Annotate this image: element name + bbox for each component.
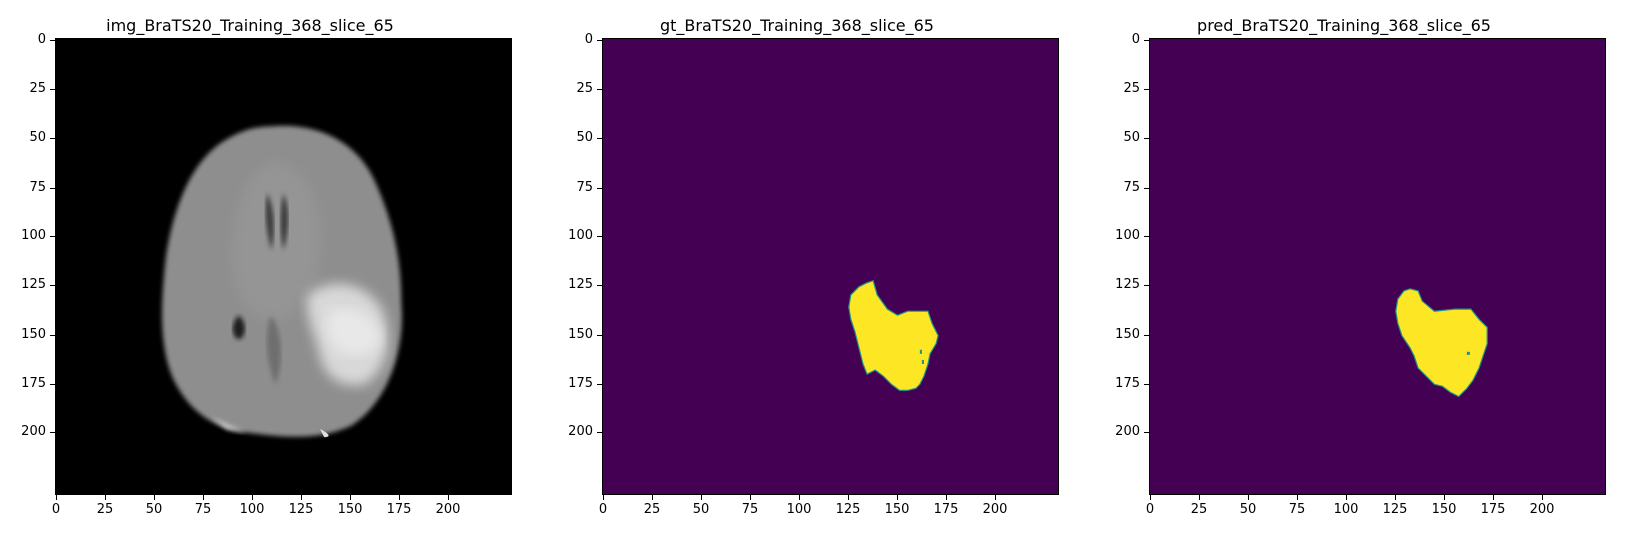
x-tick-label: 50: [681, 495, 721, 517]
y-tick-label: 25: [1094, 82, 1149, 96]
y-tick-label: 150: [1094, 328, 1149, 342]
panel-prediction: pred_BraTS20_Training_368_slice_65 0 25 …: [1094, 0, 1606, 539]
x-tick-label: 25: [1179, 495, 1219, 517]
x-tick-label: 175: [379, 495, 419, 517]
y-tick-label: 125: [1094, 278, 1149, 292]
x-tick-label: 125: [1375, 495, 1415, 517]
y-tick-label: 50: [1094, 131, 1149, 145]
mri-brain-image: [56, 39, 511, 494]
x-tick-label: 175: [1473, 495, 1513, 517]
x-tick-label: 75: [183, 495, 223, 517]
panel-title: img_BraTS20_Training_368_slice_65: [106, 16, 394, 35]
y-tick-label: 25: [547, 82, 602, 96]
panel-title: pred_BraTS20_Training_368_slice_65: [1197, 16, 1491, 35]
y-tick-label: 200: [0, 425, 55, 439]
x-tick-label: 0: [583, 495, 623, 517]
y-tick-label: 200: [547, 425, 602, 439]
y-tick-label: 200: [1094, 425, 1149, 439]
x-tick-label: 0: [1130, 495, 1170, 517]
image-axes: [55, 38, 512, 495]
gt-axes: [602, 38, 1059, 495]
x-tick-label: 100: [232, 495, 272, 517]
x-tick-label: 100: [1326, 495, 1366, 517]
y-tick-label: 100: [547, 229, 602, 243]
y-tick-label: 175: [0, 377, 55, 391]
y-tick-label: 75: [1094, 181, 1149, 195]
x-tick-label: 150: [1424, 495, 1464, 517]
panel-title: gt_BraTS20_Training_368_slice_65: [660, 16, 934, 35]
y-tick-label: 25: [0, 82, 55, 96]
x-tick-label: 150: [877, 495, 917, 517]
x-tick-label: 25: [85, 495, 125, 517]
y-tick-label: 75: [0, 181, 55, 195]
panel-ground-truth: gt_BraTS20_Training_368_slice_65 0 25 50…: [547, 0, 1059, 539]
pred-mask-image: [1150, 39, 1605, 494]
y-tick-label: 0: [547, 33, 602, 47]
x-tick-label: 50: [1228, 495, 1268, 517]
x-tick-label: 50: [134, 495, 174, 517]
y-tick-label: 50: [547, 131, 602, 145]
panel-image: img_BraTS20_Training_368_slice_65 0 25 5…: [0, 0, 512, 539]
y-tick-label: 150: [0, 328, 55, 342]
y-tick-label: 125: [547, 278, 602, 292]
y-tick-label: 50: [0, 131, 55, 145]
y-tick-label: 125: [0, 278, 55, 292]
y-tick-label: 75: [547, 181, 602, 195]
y-tick-label: 175: [1094, 377, 1149, 391]
pred-axes: [1149, 38, 1606, 495]
x-tick-label: 200: [975, 495, 1015, 517]
y-tick-label: 100: [0, 229, 55, 243]
x-tick-label: 200: [1522, 495, 1562, 517]
x-tick-label: 100: [779, 495, 819, 517]
x-tick-label: 125: [828, 495, 868, 517]
gt-mask-image: [603, 39, 1058, 494]
x-tick-label: 75: [730, 495, 770, 517]
x-tick-label: 75: [1277, 495, 1317, 517]
x-tick-label: 25: [632, 495, 672, 517]
y-tick-label: 150: [547, 328, 602, 342]
x-tick-label: 125: [281, 495, 321, 517]
y-tick-label: 175: [547, 377, 602, 391]
y-tick-label: 0: [1094, 33, 1149, 47]
x-tick-label: 175: [926, 495, 966, 517]
x-tick-label: 0: [36, 495, 76, 517]
y-tick-label: 0: [0, 33, 55, 47]
x-tick-label: 150: [330, 495, 370, 517]
x-tick-label: 200: [428, 495, 468, 517]
y-tick-label: 100: [1094, 229, 1149, 243]
